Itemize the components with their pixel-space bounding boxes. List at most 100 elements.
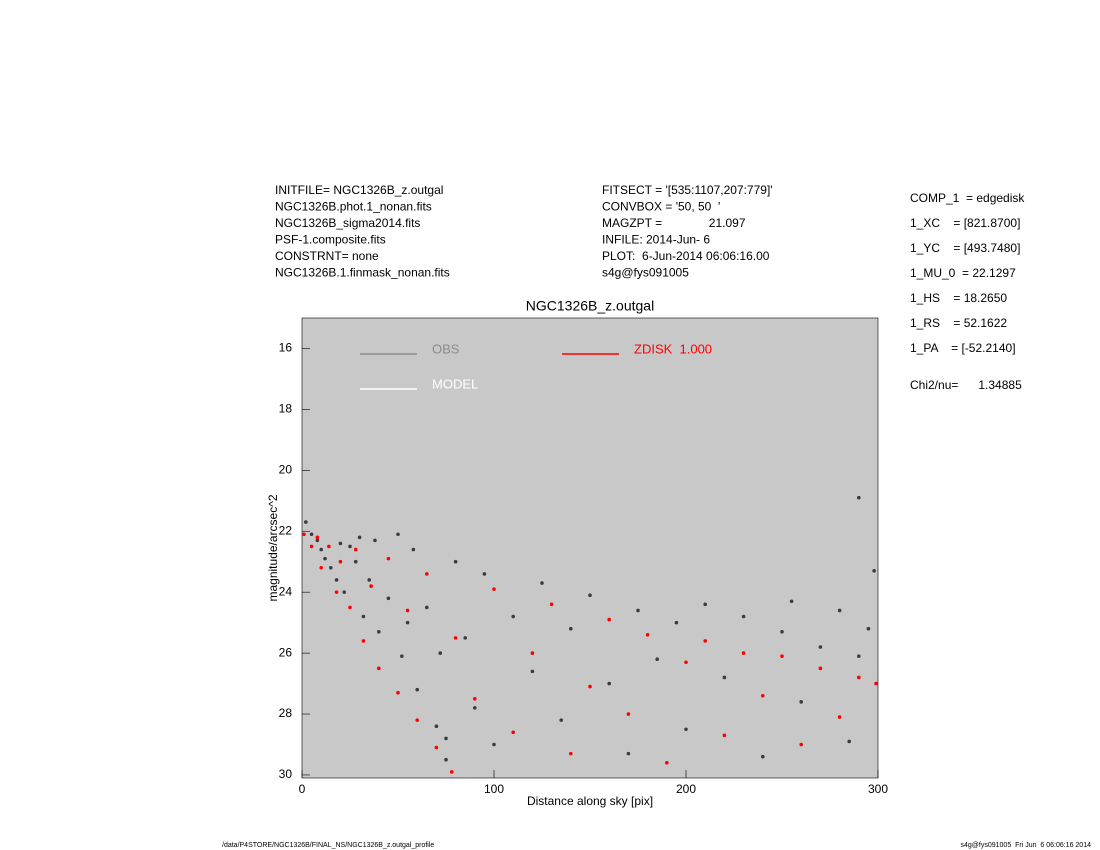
point [511, 614, 515, 619]
point [405, 608, 410, 613]
info-right: 1_YC = [493.7480] [910, 241, 1020, 255]
info-left: INITFILE= NGC1326B_z.outgal [275, 183, 443, 197]
point [857, 675, 861, 680]
point [674, 620, 679, 625]
point [425, 605, 429, 610]
y-tick-label: 24 [279, 584, 293, 598]
info-right: COMP_1 = edgedisk [910, 191, 1025, 205]
point [872, 569, 876, 573]
point [645, 633, 650, 637]
plot-area [301, 317, 879, 779]
info-right: 1_HS = 18.2650 [910, 291, 1007, 305]
point [444, 757, 448, 762]
point [315, 538, 320, 543]
info-middle: MAGZPT = 21.097 [602, 216, 746, 230]
point [684, 660, 688, 665]
point [655, 657, 659, 661]
y-tick-label: 20 [279, 462, 293, 476]
footer-right: s4g@fys091005 Fri Jun 6 06:06:16 2014 [961, 842, 1092, 849]
info-middle: PLOT: 6-Jun-2014 06:06:16.00 [602, 249, 770, 263]
point [309, 532, 314, 537]
point [559, 718, 563, 722]
point [703, 639, 707, 643]
point [304, 520, 308, 524]
point [425, 572, 429, 576]
info-left: PSF-1.composite.fits [275, 233, 386, 247]
info-left: NGC1326B.phot.1_nonan.fits [275, 200, 432, 214]
point [473, 696, 477, 701]
point [741, 651, 746, 655]
point [338, 541, 343, 546]
point [342, 590, 347, 594]
x-tick-label: 100 [484, 782, 504, 796]
point [549, 602, 554, 607]
info-left: CONSTRNT= none [275, 249, 379, 263]
point [438, 651, 443, 655]
point [540, 581, 544, 585]
x-tick-label: 0 [299, 782, 306, 796]
point [434, 724, 439, 729]
point [799, 700, 803, 704]
point [837, 715, 842, 719]
point [703, 602, 707, 607]
y-tick-label: 18 [279, 402, 293, 416]
point [761, 693, 765, 698]
x-tick-label: 200 [676, 782, 696, 796]
point [818, 645, 823, 649]
point [684, 727, 688, 732]
footer-left: /data/P4STORE/NGC1326B/FINAL_NS/NGC1326B… [222, 842, 434, 849]
point [338, 559, 343, 564]
y-tick-label: 30 [279, 767, 293, 781]
info-left: NGC1326B.1.finmask_nonan.fits [275, 266, 450, 280]
point [473, 706, 477, 710]
info-right: 1_RS = 52.1622 [910, 316, 1007, 330]
point [837, 608, 842, 613]
point [377, 629, 381, 634]
point [569, 751, 573, 756]
point [492, 742, 496, 747]
point [302, 532, 306, 537]
point [780, 654, 784, 658]
point [607, 681, 611, 686]
y-tick-label: 22 [279, 523, 293, 537]
info-right: Chi2/nu= 1.34885 [910, 378, 1022, 392]
point [449, 770, 454, 774]
point [353, 559, 358, 564]
point [780, 629, 784, 634]
point [334, 578, 339, 582]
point [636, 608, 640, 613]
point [319, 566, 324, 570]
point [722, 733, 727, 738]
point [327, 544, 331, 549]
point [396, 532, 400, 537]
point [396, 690, 400, 695]
legend-label: MODEL [432, 376, 478, 391]
info-right: 1_PA = [-52.2140] [910, 341, 1016, 355]
point [789, 599, 794, 604]
point [373, 538, 377, 543]
point [857, 495, 861, 500]
point [626, 751, 631, 756]
info-right: 1_XC = [821.8700] [910, 216, 1020, 230]
legend-label: ZDISK 1.000 [634, 341, 712, 356]
y-tick-label: 26 [279, 645, 293, 659]
point [315, 535, 320, 540]
point [323, 556, 327, 561]
legend-label: OBS [432, 341, 460, 356]
point [463, 636, 468, 640]
point [367, 578, 372, 582]
point [334, 590, 339, 594]
point [607, 617, 611, 622]
point [415, 687, 420, 692]
point [530, 669, 535, 674]
point [405, 620, 410, 625]
point [482, 572, 487, 576]
point [411, 547, 416, 552]
point [866, 626, 871, 631]
point [386, 596, 391, 601]
point [444, 736, 448, 741]
point [415, 718, 420, 722]
point [665, 760, 669, 765]
